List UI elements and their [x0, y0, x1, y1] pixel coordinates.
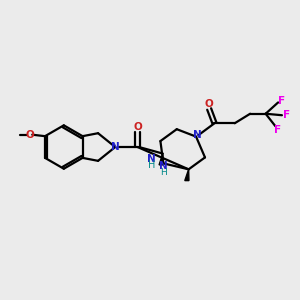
Text: F: F [278, 96, 285, 106]
Text: H: H [160, 168, 167, 177]
Text: N: N [147, 154, 156, 164]
Text: H: H [148, 160, 155, 170]
Text: F: F [283, 110, 290, 120]
Text: N: N [193, 130, 202, 140]
Polygon shape [185, 169, 189, 181]
Text: O: O [205, 99, 214, 109]
Polygon shape [159, 154, 164, 165]
Text: O: O [133, 122, 142, 132]
Text: N: N [111, 142, 120, 152]
Text: F: F [274, 125, 281, 135]
Text: N: N [159, 160, 167, 171]
Text: O: O [26, 130, 34, 140]
